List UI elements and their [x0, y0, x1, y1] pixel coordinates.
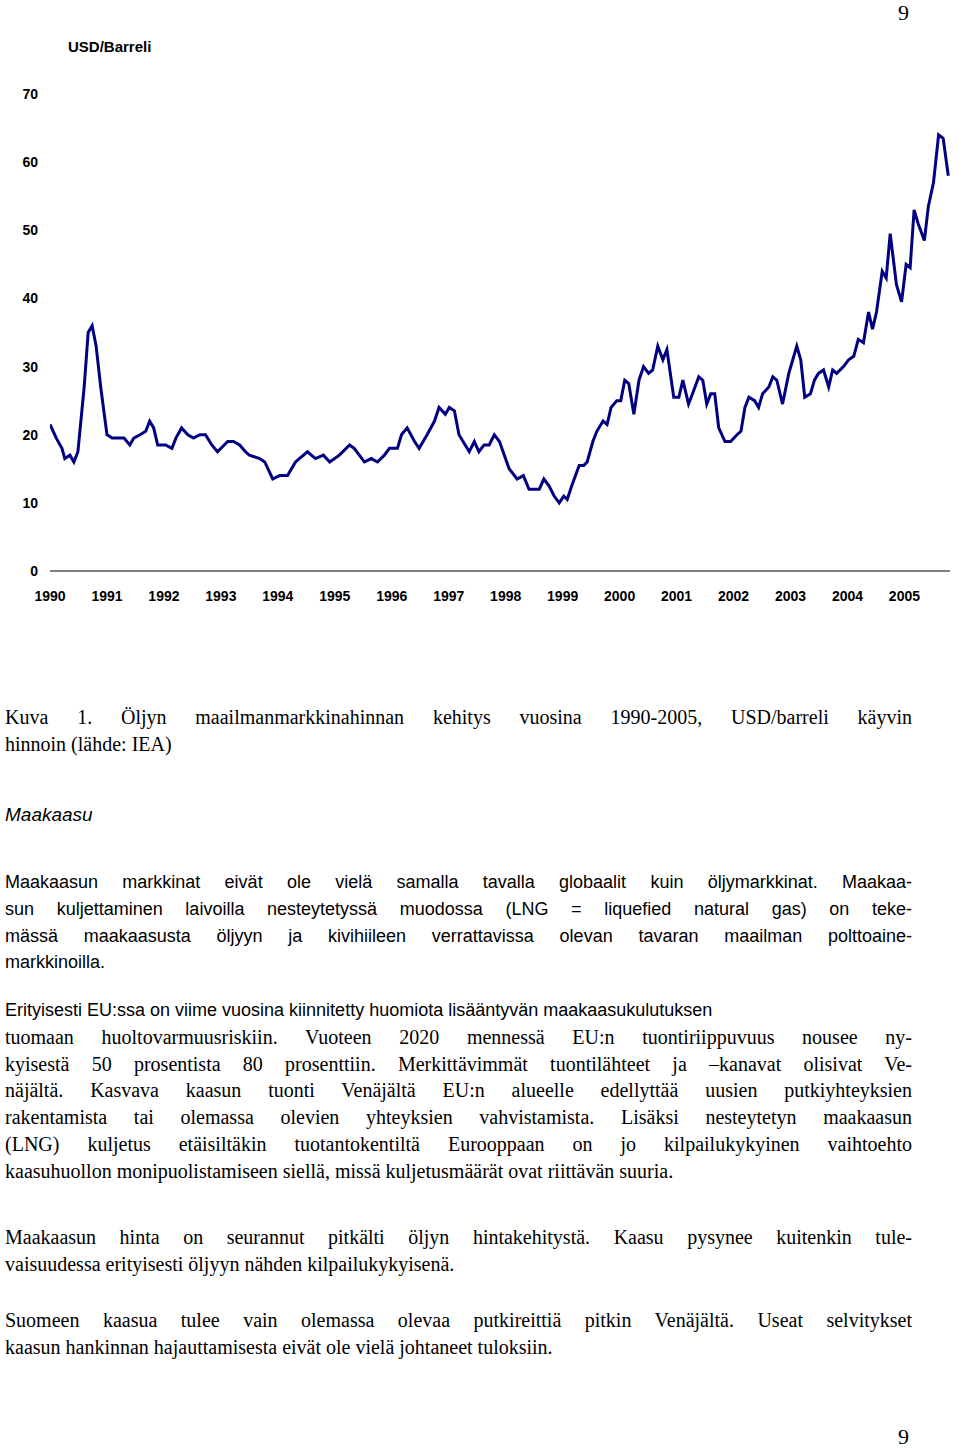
html-text:vaisuudessa erityisesti öljyyn: vaisuudessa erityisesti öljyyn nähden ki…: [5, 1252, 455, 1275]
svg-text:10: 10: [22, 495, 38, 511]
svg-text:1990: 1990: [34, 588, 65, 604]
svg-text:1991: 1991: [91, 588, 122, 604]
html-text:USD/Barreli: USD/Barreli: [68, 38, 152, 55]
svg-text:1992: 1992: [148, 588, 179, 604]
html-text:Suomeen kaasua tulee vain olem: Suomeen kaasua tulee vain olemassa oleva…: [5, 1309, 912, 1331]
html-text:hinnoin (lähde: IEA): hinnoin (lähde: IEA): [5, 732, 172, 755]
html-text:kaasun hankinnan hajauttamises: kaasun hankinnan hajauttamisesta eivät o…: [5, 1335, 553, 1358]
svg-text:70: 70: [22, 86, 38, 102]
html-text:kyisestä 50 prosentista 80 pro: kyisestä 50 prosentista 80 prosenttiin. …: [5, 1052, 912, 1075]
html-text:tuomaan huoltovarmuusriskiin.: tuomaan huoltovarmuusriskiin. Vuoteen 20…: [5, 1025, 912, 1048]
html-text:(LNG) kuljetus etäisiltäkin tu: (LNG) kuljetus etäisiltäkin tuotantokent…: [5, 1133, 912, 1155]
svg-text:50: 50: [22, 222, 38, 238]
html-text:Kuva 1. Öljyn maailmanmarkkina: Kuva 1. Öljyn maailmanmarkkinahinnan keh…: [5, 706, 912, 728]
svg-text:1993: 1993: [205, 588, 236, 604]
html-text:näjältä. Kasvava kaasun tuonti: näjältä. Kasvava kaasun tuonti Venäjältä…: [5, 1079, 912, 1102]
html-text:Maakaasun markkinat eivät ole: Maakaasun markkinat eivät ole vielä sama…: [5, 872, 912, 892]
svg-text:2004: 2004: [832, 588, 863, 604]
svg-text:2003: 2003: [775, 588, 806, 604]
svg-text:0: 0: [30, 563, 38, 579]
svg-text:20: 20: [22, 427, 38, 443]
html-text:Erityisesti EU:ssa on viime vu: Erityisesti EU:ssa on viime vuosina kiin…: [5, 1000, 713, 1020]
svg-text:1998: 1998: [490, 588, 521, 604]
svg-text:1999: 1999: [547, 588, 578, 604]
svg-text:2000: 2000: [604, 588, 635, 604]
svg-text:2002: 2002: [718, 588, 749, 604]
html-text:sun kuljettaminen laivoilla ne: sun kuljettaminen laivoilla nesteytetyss…: [5, 898, 912, 919]
html-text:mässä maakaasusta öljyyn ja ki: mässä maakaasusta öljyyn ja kivihiileen …: [5, 925, 912, 946]
svg-text:30: 30: [22, 359, 38, 375]
svg-text:1995: 1995: [319, 588, 350, 604]
html-text:rakentamista tai olemassa olev: rakentamista tai olemassa olevien yhteyk…: [5, 1106, 912, 1129]
html-text:9: 9: [898, 1424, 909, 1449]
html-text:Maakaasun hinta on seurannut p: Maakaasun hinta on seurannut pitkälti öl…: [5, 1226, 912, 1248]
svg-text:2005: 2005: [889, 588, 920, 604]
html-text:Maakaasu: Maakaasu: [5, 804, 93, 825]
svg-text:2001: 2001: [661, 588, 692, 604]
svg-text:1997: 1997: [433, 588, 464, 604]
svg-text:40: 40: [22, 290, 38, 306]
svg-text:1994: 1994: [262, 588, 293, 604]
html-text:9: 9: [898, 0, 909, 25]
svg-text:1996: 1996: [376, 588, 407, 604]
html-text:kaasuhuollon monipuolistamisee: kaasuhuollon monipuolistamiseen siellä, …: [5, 1159, 674, 1182]
html-text:markkinoilla.: markkinoilla.: [5, 952, 105, 973]
svg-text:60: 60: [22, 154, 38, 170]
